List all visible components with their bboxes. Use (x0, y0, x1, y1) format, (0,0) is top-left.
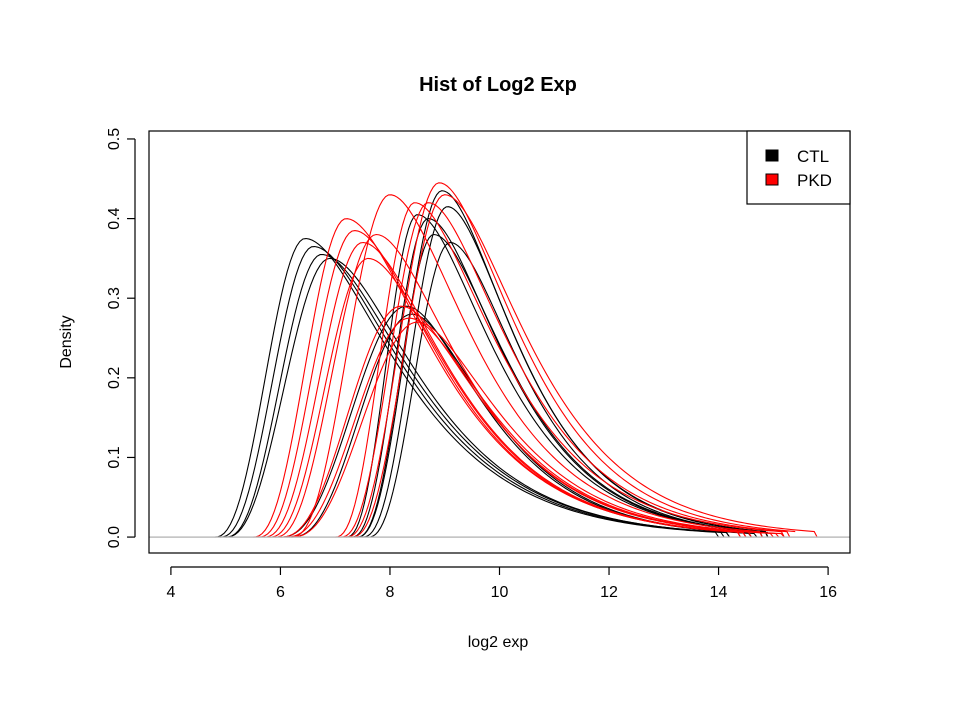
density-curve-pkd-19 (285, 317, 780, 538)
density-curve-ctl-10 (362, 206, 769, 538)
density-curve-pkd-20 (291, 321, 785, 538)
x-tick-label: 4 (166, 584, 175, 601)
chart-title: Hist of Log2 Exp (419, 74, 577, 96)
x-tick-label: 14 (710, 584, 728, 601)
density-curve-ctl-0 (214, 237, 720, 538)
legend-box (746, 130, 851, 205)
x-tick-label: 6 (276, 584, 285, 601)
legend-label-ctl: CTL (797, 147, 829, 166)
density-curves (214, 182, 818, 538)
y-tick-label: 0.2 (106, 367, 123, 389)
x-tick-label: 12 (600, 584, 618, 601)
legend-label-pkd: PKD (797, 171, 832, 190)
density-curve-pkd-23 (346, 182, 796, 538)
y-tick-label: 0.4 (106, 207, 123, 229)
density-curve-pkd-13 (258, 229, 741, 538)
y-tick-label: 0.0 (106, 526, 123, 548)
legend-swatch-ctl (765, 149, 779, 162)
x-tick-label: 16 (819, 584, 837, 601)
density-curve-ctl-3 (225, 257, 730, 538)
density-curve-pkd-22 (340, 202, 791, 538)
y-axis-label: Density (58, 315, 75, 368)
density-curve-ctl-9 (357, 190, 769, 538)
y-tick-label: 0.1 (106, 446, 123, 468)
legend: CTL PKD (746, 130, 851, 205)
x-tick-label: 10 (491, 584, 509, 601)
density-curve-pkd-17 (291, 194, 763, 538)
x-axis: 4 6 8 10 12 14 16 (166, 566, 837, 601)
density-curve-ctl-1 (220, 245, 725, 538)
density-curve-pkd-14 (263, 241, 747, 538)
x-tick-label: 8 (386, 584, 395, 601)
density-curve-pkd-21 (335, 202, 785, 538)
density-curve-pkd-12 (253, 218, 741, 538)
y-axis: 0.0 0.1 0.2 0.3 0.4 0.5 (106, 128, 136, 548)
y-tick-label: 0.5 (106, 128, 123, 150)
plot-frame (148, 130, 851, 554)
x-axis-label: log2 exp (468, 634, 529, 651)
legend-swatch-pkd (765, 173, 779, 186)
density-curve-pkd-15 (269, 257, 747, 538)
density-curve-ctl-6 (346, 214, 763, 538)
density-curve-pkd-24 (351, 194, 818, 538)
y-tick-label: 0.3 (106, 287, 123, 309)
density-curve-ctl-11 (368, 241, 768, 538)
